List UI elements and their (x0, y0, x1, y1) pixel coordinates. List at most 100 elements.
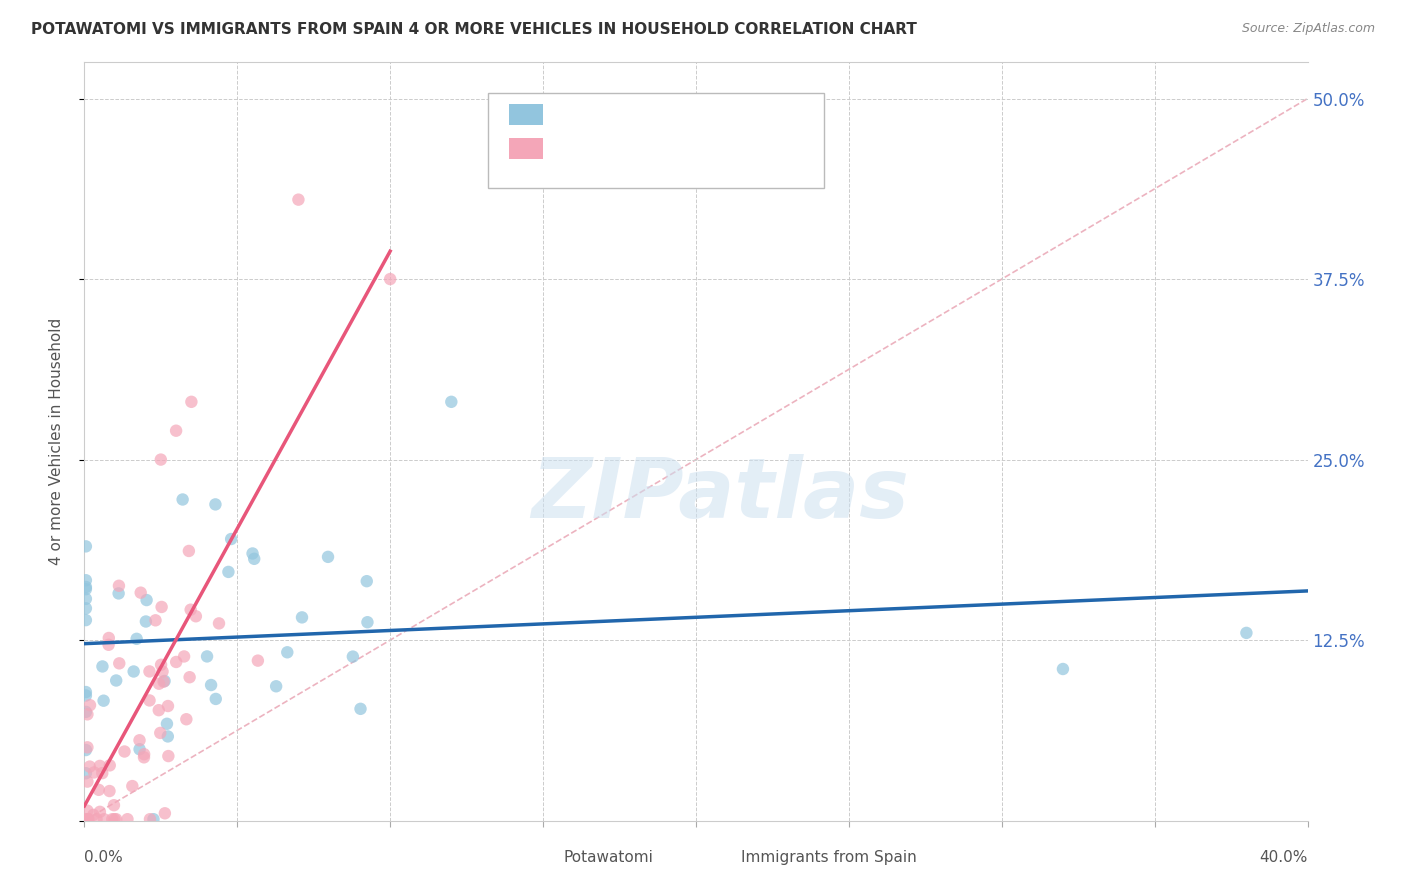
Point (150, 599, 173, 614)
Point (204, 497, 226, 511)
Point (75, 705, 97, 719)
Text: N =: N = (678, 139, 714, 157)
Point (132, 750, 155, 764)
Point (98, 784, 121, 798)
Text: N =: N = (678, 106, 714, 124)
Point (134, 747, 156, 762)
Point (108, 657, 131, 671)
Point (180, 603, 202, 617)
Text: ZIPatlas: ZIPatlas (531, 454, 910, 535)
Point (176, 712, 198, 726)
Point (87, 782, 110, 797)
Text: R =: R = (558, 139, 593, 157)
Bar (531, 849, 558, 866)
Point (75, 601, 97, 615)
Point (76, 804, 98, 818)
Point (75, 582, 97, 597)
Point (135, 615, 157, 629)
Point (107, 586, 129, 600)
Point (243, 551, 266, 566)
Point (276, 645, 298, 659)
Point (180, 394, 202, 409)
Point (184, 609, 207, 624)
Point (128, 742, 150, 756)
Point (135, 593, 157, 607)
Point (91, 659, 114, 673)
Point (1236, 626, 1258, 640)
Point (148, 703, 170, 717)
Point (177, 544, 200, 558)
Point (103, 798, 125, 813)
Point (76, 774, 98, 789)
Point (76, 812, 98, 826)
Point (83, 765, 105, 780)
Point (138, 665, 160, 679)
Point (356, 615, 378, 630)
Point (153, 673, 176, 688)
Point (208, 616, 231, 631)
Text: 45: 45 (727, 106, 749, 124)
Y-axis label: 4 or more Vehicles in Household: 4 or more Vehicles in Household (49, 318, 63, 566)
Point (125, 632, 148, 646)
Point (76, 740, 98, 755)
Point (75, 766, 97, 780)
Point (217, 565, 239, 579)
Point (97, 638, 120, 652)
Point (75, 573, 97, 587)
Point (75, 689, 97, 703)
Point (122, 665, 145, 679)
Point (139, 812, 162, 826)
Point (79, 698, 101, 713)
Point (89, 759, 111, 773)
Point (152, 674, 174, 689)
Point (204, 692, 226, 706)
Point (93, 694, 115, 708)
Point (342, 649, 364, 664)
Point (114, 744, 136, 758)
Point (128, 733, 150, 747)
Point (356, 574, 378, 589)
Point (75, 743, 97, 757)
Point (75, 540, 97, 554)
Point (179, 670, 201, 684)
Point (75, 613, 97, 627)
Point (287, 193, 309, 207)
Point (264, 679, 287, 693)
Point (316, 549, 339, 564)
Point (153, 806, 176, 821)
FancyBboxPatch shape (488, 93, 824, 187)
Point (89, 805, 111, 819)
Point (156, 716, 179, 731)
Point (138, 693, 160, 707)
Point (165, 655, 187, 669)
Point (156, 699, 179, 714)
Point (152, 665, 174, 679)
Text: POTAWATOMI VS IMMIGRANTS FROM SPAIN 4 OR MORE VEHICLES IN HOUSEHOLD CORRELATION : POTAWATOMI VS IMMIGRANTS FROM SPAIN 4 OR… (31, 22, 917, 37)
Point (76, 707, 98, 722)
Point (76, 812, 98, 826)
Point (149, 726, 172, 740)
Point (242, 546, 264, 560)
Point (79, 759, 101, 773)
Point (172, 492, 194, 507)
Text: R =: R = (558, 106, 593, 124)
Point (98, 758, 121, 772)
Point (91, 766, 114, 780)
Point (165, 424, 187, 438)
Point (103, 812, 125, 826)
Point (349, 702, 371, 716)
Text: Potawatomi: Potawatomi (564, 849, 654, 864)
Point (291, 610, 314, 624)
Point (117, 812, 139, 826)
Point (1052, 662, 1074, 676)
Point (105, 673, 128, 688)
Point (219, 532, 242, 546)
Point (149, 452, 172, 467)
Point (173, 649, 195, 664)
Point (440, 394, 463, 409)
Point (93, 812, 115, 826)
Point (75, 685, 97, 699)
Point (76, 812, 98, 826)
Point (77, 812, 100, 826)
Point (105, 812, 128, 826)
